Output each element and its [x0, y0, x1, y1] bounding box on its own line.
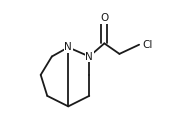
Text: O: O	[100, 13, 108, 23]
Text: Cl: Cl	[142, 40, 153, 50]
Text: N: N	[85, 51, 93, 62]
Text: N: N	[64, 42, 72, 52]
